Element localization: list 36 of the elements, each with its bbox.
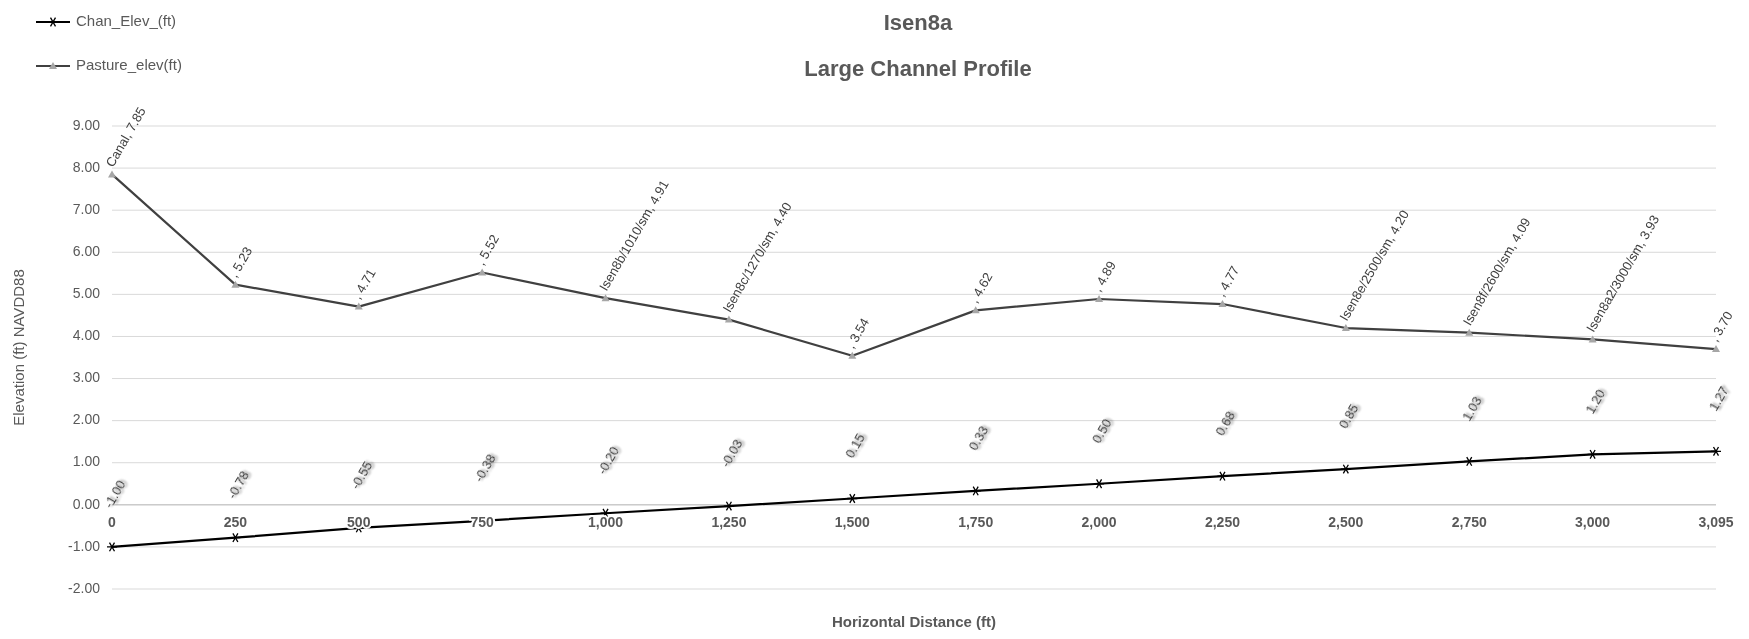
x-tick-label: 1,500 (834, 513, 871, 530)
y-tick-label: 2.00 (72, 411, 101, 428)
y-tick-label: 0.00 (72, 495, 101, 512)
point (1710, 446, 1722, 457)
x-tick-label: 3,095 (1698, 513, 1734, 530)
y-tick-label: -2.00 (68, 579, 101, 596)
legend-label: Chan_Elev_(ft) (76, 11, 177, 29)
x-tick-label: 1,250 (711, 513, 747, 530)
y-tick-label: 4.00 (72, 327, 101, 344)
point (1340, 464, 1352, 475)
y-tick-label: 9.00 (72, 116, 101, 133)
x-tick-label: 2,750 (1451, 513, 1487, 530)
x-tick-label: 2,500 (1328, 513, 1364, 530)
y-tick-label: 6.00 (72, 242, 101, 259)
point (846, 493, 858, 504)
x-tick-label: 2,000 (1081, 513, 1117, 530)
chart-subtitle: Large Channel Profile (804, 56, 1032, 81)
legend-label: Pasture_elev(ft) (76, 55, 182, 73)
y-tick-label: -1.00 (68, 537, 101, 554)
y-axis-title: Elevation (ft) NAVDD88 (10, 269, 27, 426)
x-tick-label: 3,000 (1575, 513, 1611, 530)
x-tick-label: 2,250 (1204, 513, 1241, 530)
y-tick-label: 1.00 (72, 453, 101, 470)
y-tick-label: 3.00 (72, 369, 101, 386)
chart-title: Isen8a (883, 10, 954, 35)
y-tick-label: 5.00 (72, 285, 101, 302)
x-tick-label: 500 (347, 513, 371, 530)
x-axis-title: Horizontal Distance (ft) (831, 613, 997, 630)
x-tick-label: 250 (223, 513, 248, 530)
point (723, 501, 735, 512)
x-tick-label: 0 (108, 513, 117, 530)
x-tick-label: 1,000 (588, 513, 624, 530)
y-tick-label: 7.00 (72, 200, 101, 217)
point (106, 541, 118, 552)
y-tick-label: 8.00 (72, 158, 101, 175)
x-tick-label: 1,750 (958, 513, 994, 530)
